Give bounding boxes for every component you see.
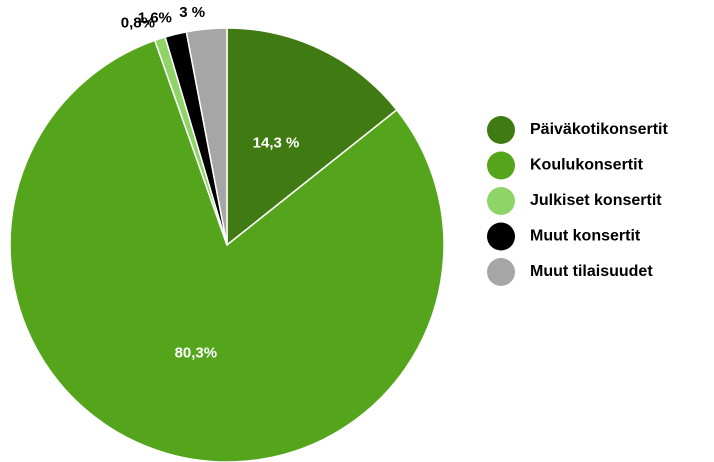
data-label: 80,3% bbox=[175, 344, 218, 361]
legend-swatch bbox=[487, 116, 515, 144]
pie-slice bbox=[226, 27, 398, 247]
legend-swatch bbox=[487, 258, 515, 286]
legend-label: Päiväkotikonsertit bbox=[530, 121, 669, 138]
pie-slice bbox=[9, 39, 445, 462]
pie-slice bbox=[185, 27, 228, 246]
data-label: 3 % bbox=[179, 4, 205, 21]
data-label: 1,6% bbox=[138, 10, 172, 27]
legend-label: Koulukonsertit bbox=[530, 157, 644, 174]
legend-swatch bbox=[487, 151, 515, 180]
legend-label: Julkiset konsertit bbox=[530, 192, 662, 209]
legend-swatch bbox=[487, 187, 515, 215]
legend-swatch bbox=[487, 222, 515, 251]
data-label: 14,3 % bbox=[253, 134, 300, 151]
legend-label: Muut konsertit bbox=[530, 228, 641, 245]
legend-label: Muut tilaisuudet bbox=[530, 263, 653, 280]
data-label: 0,8% bbox=[121, 14, 155, 31]
